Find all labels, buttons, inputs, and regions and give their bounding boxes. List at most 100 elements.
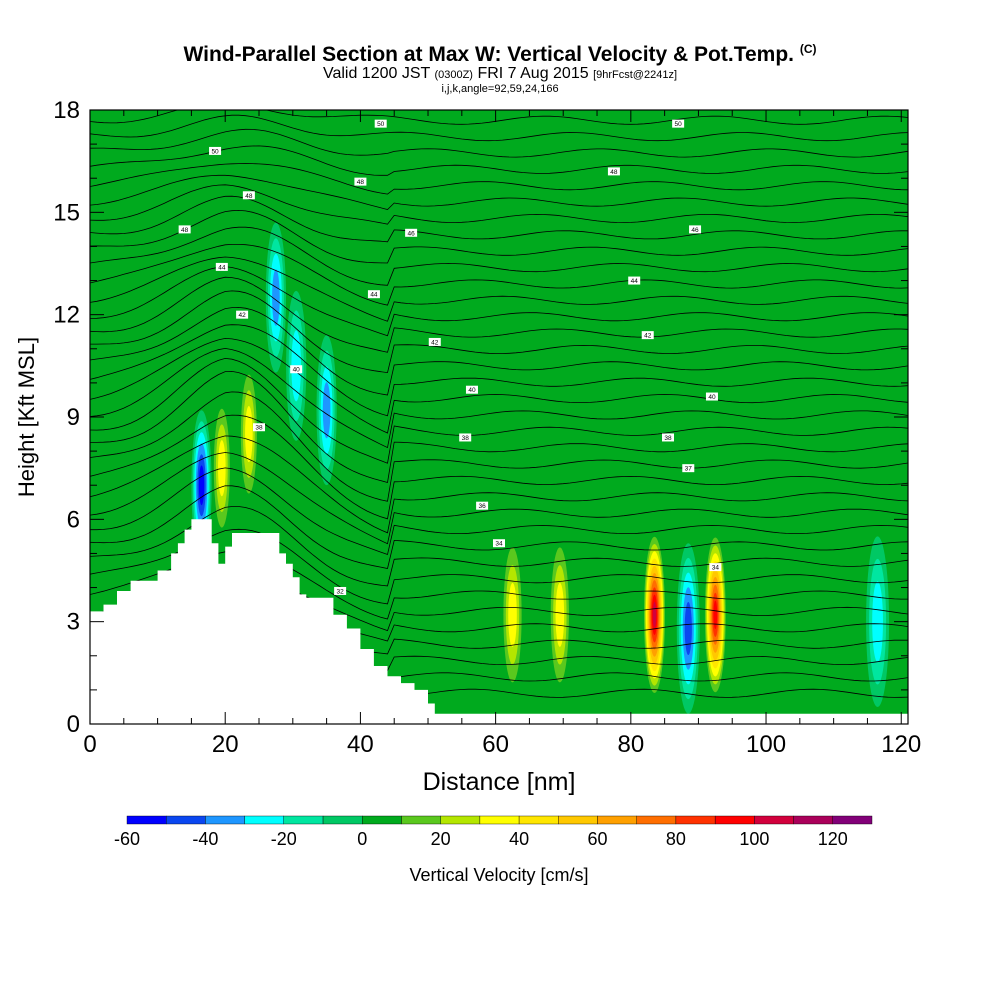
colorbar-tick-label: 0 [357, 829, 367, 849]
isentrope-label-bg [682, 464, 695, 473]
x-tick-label: 0 [83, 731, 96, 758]
isentrope-label-text: 48 [357, 179, 365, 186]
isentrope-label-text: 46 [691, 227, 699, 234]
isentrope-label: 32 [334, 586, 347, 595]
y-tick-label: 12 [53, 302, 80, 329]
isentrope-line [90, 414, 908, 520]
isentrope-line [90, 209, 908, 264]
isentrope-label: 48 [178, 225, 191, 234]
isentrope-label: 50 [209, 146, 222, 155]
isentrope-line [90, 110, 908, 125]
x-tick-label: 40 [347, 731, 374, 758]
isentrope-label-bg [367, 290, 380, 299]
isentrope-label-text: 48 [610, 169, 618, 176]
isentrope-label-text: 34 [712, 565, 720, 572]
velocity-contour [508, 582, 517, 647]
isentrope-label-bg [476, 501, 489, 510]
isentrope-label-text: 38 [664, 435, 672, 442]
isentrope-line [90, 290, 908, 374]
isentrope-label: 34 [709, 563, 722, 572]
colorbar-swatch [754, 815, 794, 825]
isentrope-label: 42 [236, 310, 249, 319]
valid-utc: (0300Z) [434, 69, 473, 81]
isentrope-label-text: 36 [478, 503, 486, 510]
isentrope-line [90, 485, 908, 569]
colorbar-tick-label: -20 [271, 829, 297, 849]
x-tick-label: 100 [746, 731, 786, 758]
colorbar-swatch [636, 815, 677, 825]
isentrope-label: 38 [662, 433, 675, 442]
isentrope-line [90, 128, 908, 158]
isentrope-line [90, 435, 908, 534]
x-tick-label: 80 [617, 731, 644, 758]
isentrope-label-bg [209, 146, 222, 155]
colorbar-swatch [832, 815, 873, 825]
isentrope-label-text: 34 [495, 541, 503, 548]
isentrope-line [90, 226, 908, 286]
copyright-mark: (C) [799, 42, 817, 56]
colorbar-label: Vertical Velocity [cm/s] [409, 865, 588, 885]
colorbar-swatch [558, 815, 598, 825]
isentrope-line [90, 467, 908, 556]
isentrope-label-bg [641, 331, 654, 340]
isentrope-label-text: 40 [293, 367, 301, 374]
isentrope-label-text: 38 [255, 425, 263, 432]
isentrope-line [90, 370, 908, 484]
isentrope-label-bg [662, 433, 675, 442]
isentrope-label-bg [689, 225, 702, 234]
colorbar-swatch [675, 815, 716, 825]
isentrope-label-text: 46 [407, 230, 415, 237]
velocity-core [676, 543, 700, 714]
y-tick-label: 9 [67, 404, 80, 431]
isentrope-line [90, 256, 908, 322]
velocity-contour [198, 465, 205, 506]
velocity-contour [652, 601, 657, 628]
colorbar-tick-label: 80 [666, 829, 686, 849]
colorbar-swatch [401, 815, 441, 825]
isentrope-label-bg [334, 586, 347, 595]
isentrope-label: 44 [215, 262, 228, 271]
velocity-core [642, 529, 666, 701]
isentrope-label-text: 40 [708, 394, 716, 401]
chart-subtitle: Valid 1200 JST (0300Z) FRI 7 Aug 2015 [9… [0, 66, 1000, 83]
isentrope-label-bg [253, 423, 266, 432]
isentrope-label-text: 48 [181, 227, 189, 234]
velocity-contour [322, 382, 331, 439]
isentrope-label: 48 [607, 167, 620, 176]
isentrope-label: 38 [459, 433, 472, 442]
y-tick-label: 3 [67, 609, 80, 636]
isentrope-label-bg [465, 385, 478, 394]
isentrope-label: 36 [476, 501, 489, 510]
isentrope-label: 44 [628, 276, 641, 285]
velocity-core [703, 529, 727, 701]
colorbar-swatch [518, 815, 559, 825]
isentrope-line [90, 306, 908, 396]
chart-title-text: Wind-Parallel Section at Max W: Vertical… [183, 43, 794, 66]
velocity-core [316, 335, 337, 486]
isentrope-label-bg [354, 177, 367, 186]
isentrope-label: 46 [689, 225, 702, 234]
isentrope-label: 38 [253, 423, 266, 432]
colorbar-swatch [283, 815, 324, 825]
isentrope-label: 40 [290, 365, 303, 374]
colorbar-swatch [479, 815, 520, 825]
colorbar-swatch [126, 815, 167, 825]
isentrope-line [90, 145, 908, 176]
colorbar: -60 -40 -20 0 20 40 60 80 100 120 [114, 815, 873, 849]
chart-title: Wind-Parallel Section at Max W: Vertical… [0, 38, 1000, 66]
isentrope-line [90, 452, 908, 545]
isentrope-line [90, 528, 908, 605]
velocity-core [548, 529, 572, 701]
colorbar-tick-label: 120 [818, 829, 848, 849]
velocity-core [238, 359, 259, 510]
isentrope-label-bg [672, 119, 685, 128]
velocity-core [501, 529, 525, 701]
isentrope-line [90, 195, 908, 243]
isentrope-line [90, 506, 908, 587]
isentrope-label-bg [374, 119, 387, 128]
y-tick-label: 15 [53, 199, 80, 226]
isentrope-line [90, 276, 908, 353]
isentrope-label-bg [493, 539, 505, 548]
valid-time: Valid 1200 JST [322, 65, 430, 82]
